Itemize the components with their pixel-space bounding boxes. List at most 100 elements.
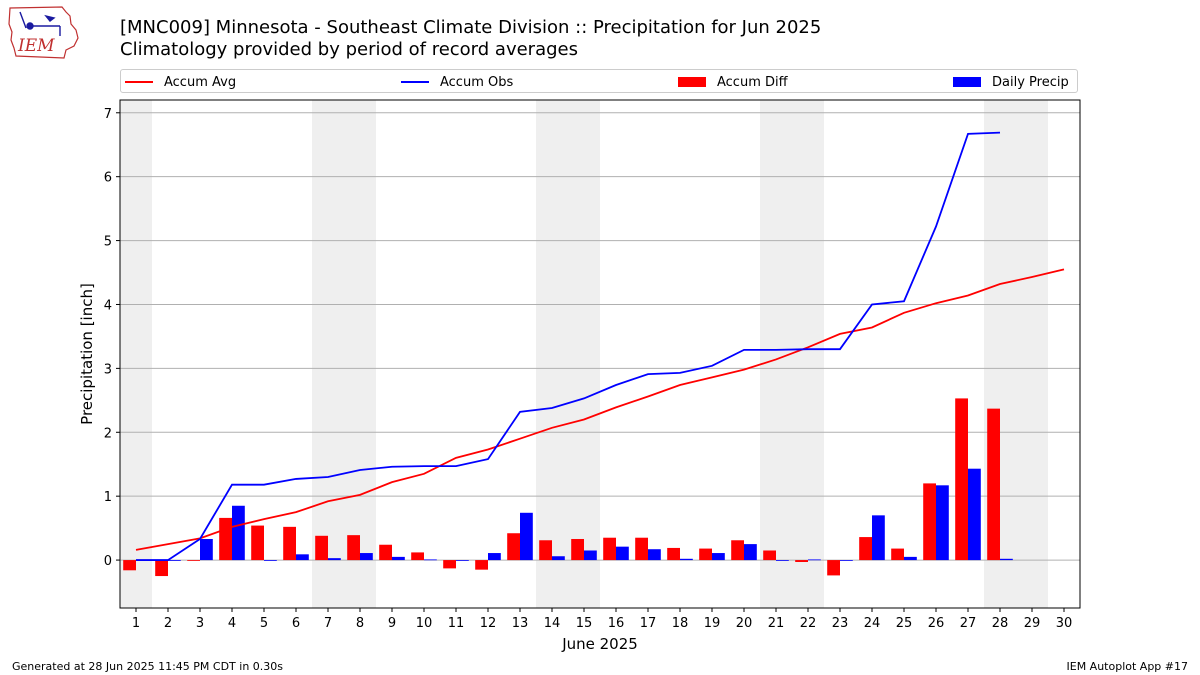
legend-swatch-accum-avg	[125, 81, 153, 83]
accum-diff-bar-5	[251, 525, 264, 561]
daily-precip-bar-9	[392, 556, 405, 561]
accum-diff-bar-25	[891, 548, 904, 561]
y-tick-label-2: 2	[104, 426, 112, 441]
accum-diff-bar-21	[763, 550, 776, 561]
footer-generated: Generated at 28 Jun 2025 11:45 PM CDT in…	[12, 660, 284, 673]
logo-state-outline	[8, 6, 79, 59]
x-tick-label-15: 15	[576, 616, 593, 631]
chart-title: [MNC009] Minnesota - Southeast Climate D…	[120, 17, 822, 38]
x-tick-label-20: 20	[736, 616, 753, 631]
daily-precip-bar-7	[328, 558, 341, 561]
daily-precip-bar-3	[200, 538, 213, 561]
x-tick-label-6: 6	[292, 616, 300, 631]
daily-precip-bar-24	[872, 515, 885, 561]
daily-precip-bar-23	[840, 560, 853, 561]
daily-precip-bar-5	[264, 560, 277, 561]
accum-diff-bar-12	[475, 560, 488, 570]
legend-swatch-daily-precip	[953, 77, 981, 87]
x-tick-label-1: 1	[132, 616, 140, 631]
accum-diff-bar-27	[955, 398, 968, 561]
accum-diff-bar-6	[283, 526, 296, 561]
daily-precip-bar-11	[456, 560, 469, 561]
accum-diff-bar-26	[923, 483, 936, 561]
accum-diff-bar-13	[507, 533, 520, 561]
x-tick-label-3: 3	[196, 616, 204, 631]
weekend-shading	[120, 100, 1048, 608]
accum-diff-bar-14	[539, 540, 552, 561]
accum-diff-bar-19	[699, 548, 712, 561]
x-tick-label-2: 2	[164, 616, 172, 631]
x-tick-label-24: 24	[864, 616, 881, 631]
x-tick-label-29: 29	[1024, 616, 1041, 631]
legend-label-accum-diff: Accum Diff	[717, 74, 788, 90]
daily-precip-bar-10	[424, 559, 437, 561]
bar-series	[123, 398, 1013, 577]
daily-precip-bar-15	[584, 550, 597, 561]
accum-obs-line	[136, 131, 1001, 561]
footer-app: IEM Autoplot App #17	[1066, 660, 1189, 673]
accum-diff-bar-16	[603, 537, 616, 561]
y-tick-label-5: 5	[104, 235, 112, 250]
accum-diff-bar-10	[411, 552, 424, 561]
legend-label-accum-avg: Accum Avg	[164, 74, 237, 90]
accum-diff-bar-2	[155, 560, 168, 577]
x-tick-label-21: 21	[768, 616, 785, 631]
weekend-band-3	[536, 100, 600, 608]
legend-label-daily-precip: Daily Precip	[992, 74, 1069, 90]
accum-diff-bar-11	[443, 560, 456, 569]
x-tick-label-28: 28	[992, 616, 1009, 631]
daily-precip-bar-6	[296, 554, 309, 561]
x-tick-label-4: 4	[228, 616, 236, 631]
x-tick-label-12: 12	[480, 616, 497, 631]
accum-diff-bar-20	[731, 540, 744, 561]
legend-item-accum-obs: Accum Obs	[401, 70, 513, 94]
x-tick-label-14: 14	[544, 616, 561, 631]
accum-diff-bar-9	[379, 544, 392, 561]
chart-legend: Accum Avg Accum Obs Accum Diff Daily Pre…	[120, 69, 1078, 93]
x-tick-label-25: 25	[896, 616, 913, 631]
daily-precip-bar-22	[808, 559, 821, 561]
daily-precip-bar-12	[488, 553, 501, 561]
x-tick-label-30: 30	[1056, 616, 1073, 631]
daily-precip-bar-20	[744, 544, 757, 561]
accum-diff-bar-4	[219, 517, 232, 561]
accum-diff-bar-22	[795, 560, 808, 562]
x-tick-label-17: 17	[640, 616, 657, 631]
y-axis: 0 1 2 3 4 5 6 7	[104, 107, 120, 569]
x-tick-label-5: 5	[260, 616, 268, 631]
x-tick-label-22: 22	[800, 616, 817, 631]
accum-diff-bar-1	[123, 560, 136, 571]
daily-precip-bar-16	[616, 546, 629, 561]
daily-precip-bar-14	[552, 556, 565, 561]
accum-diff-bar-24	[859, 537, 872, 561]
x-tick-label-26: 26	[928, 616, 945, 631]
accum-avg-line	[135, 268, 1065, 551]
grid-lines	[120, 112, 1080, 561]
daily-precip-bar-27	[968, 468, 981, 561]
legend-item-accum-avg: Accum Avg	[125, 70, 236, 94]
x-tick-label-19: 19	[704, 616, 721, 631]
accum-diff-bar-23	[827, 560, 840, 576]
y-tick-label-3: 3	[104, 362, 112, 377]
accum-diff-bar-28	[987, 408, 1000, 561]
line-series	[135, 131, 1065, 561]
daily-precip-bar-25	[904, 556, 917, 561]
logo-text: IEM	[17, 36, 55, 56]
x-tick-label-9: 9	[388, 616, 396, 631]
x-tick-label-13: 13	[512, 616, 529, 631]
daily-precip-bar-13	[520, 512, 533, 561]
legend-swatch-accum-diff	[678, 77, 706, 87]
x-tick-label-8: 8	[356, 616, 364, 631]
y-tick-label-1: 1	[104, 490, 112, 505]
legend-item-accum-diff: Accum Diff	[678, 70, 788, 94]
daily-precip-bar-18	[680, 558, 693, 561]
chart-subtitle: Climatology provided by period of record…	[120, 39, 578, 60]
x-tick-label-16: 16	[608, 616, 625, 631]
daily-precip-bar-4	[232, 505, 245, 561]
daily-precip-bar-28	[1000, 558, 1013, 561]
accum-diff-bar-15	[571, 538, 584, 561]
x-tick-label-11: 11	[448, 616, 465, 631]
daily-precip-bar-8	[360, 553, 373, 561]
accum-diff-bar-3	[187, 560, 200, 561]
